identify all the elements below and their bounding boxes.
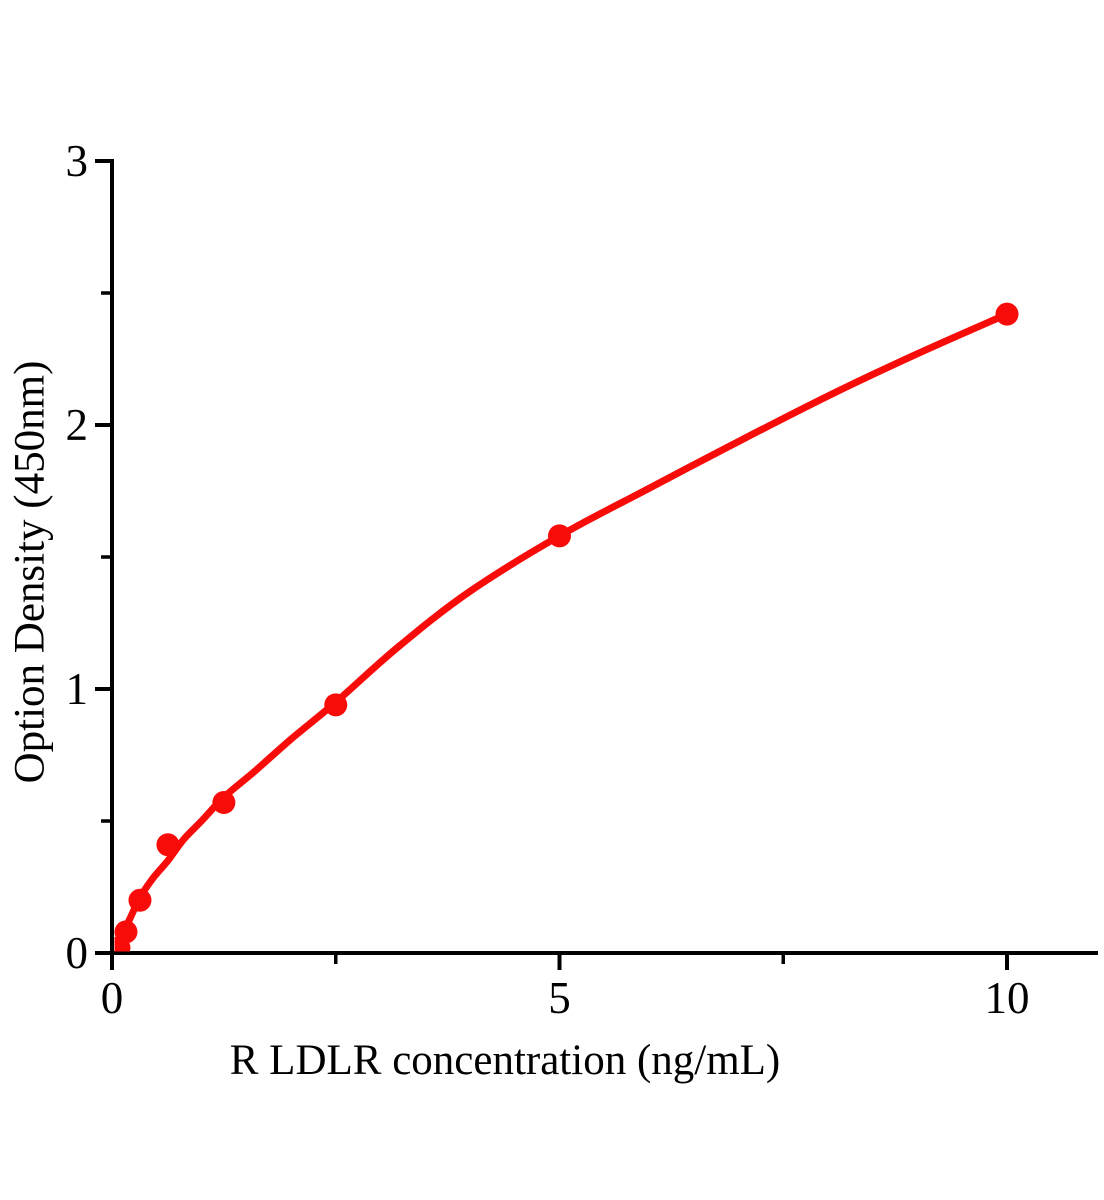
x-tick-label: 5 bbox=[548, 973, 571, 1023]
fit-curve bbox=[114, 310, 1011, 952]
y-tick-label: 2 bbox=[66, 400, 89, 450]
axes bbox=[110, 159, 1098, 955]
data-point bbox=[156, 833, 180, 857]
axis-ticks bbox=[95, 159, 1009, 970]
tick-labels: 0 5 10 0 1 2 3 bbox=[66, 136, 1030, 1023]
x-axis-title: R LDLR concentration (ng/mL) bbox=[229, 1037, 781, 1084]
x-tick-label: 10 bbox=[985, 973, 1030, 1023]
y-tick-label: 0 bbox=[66, 928, 89, 978]
x-tick-label: 0 bbox=[101, 973, 124, 1023]
data-points bbox=[114, 302, 1019, 952]
data-point bbox=[548, 524, 571, 548]
data-point bbox=[324, 693, 348, 717]
y-tick-label: 3 bbox=[66, 136, 89, 186]
y-axis-title: Option Density (450nm) bbox=[6, 360, 54, 784]
data-point bbox=[128, 888, 152, 912]
data-point bbox=[995, 302, 1019, 326]
y-tick-label: 1 bbox=[66, 664, 89, 714]
data-point bbox=[212, 791, 236, 815]
data-point bbox=[114, 920, 138, 944]
